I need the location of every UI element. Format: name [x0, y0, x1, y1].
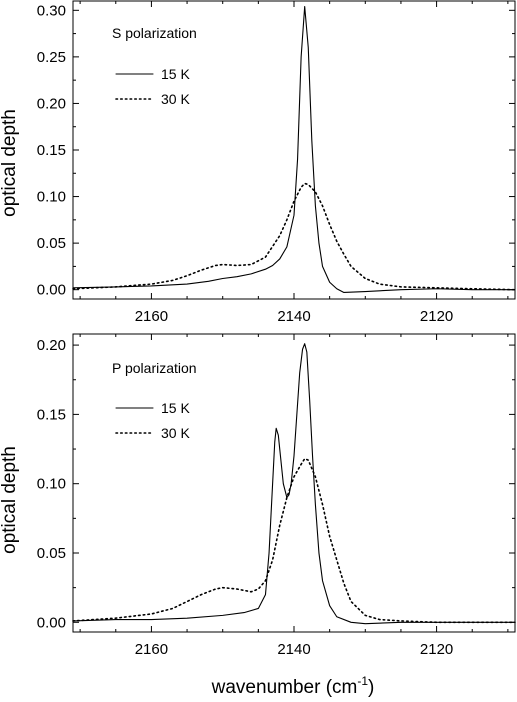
y-axis-title-bottom: optical depth — [0, 446, 20, 554]
y-tick-label: 0.10 — [37, 189, 66, 206]
panel-annotation: S polarization — [112, 25, 197, 41]
y-tick-label: 0.00 — [37, 282, 66, 299]
y-tick-label: 0.00 — [37, 614, 66, 631]
plot-frame — [72, 333, 516, 633]
series-line-15k — [72, 6, 516, 294]
bottom-panel: 0.00 0.05 0.10 0.15 0.20 2160 2140 2120 P polari… — [37, 333, 516, 658]
y-tick-label: 0.05 — [37, 545, 66, 562]
legend-label: 30 K — [161, 425, 190, 441]
x-axis-title: wavenumber (cm-1) — [211, 674, 375, 698]
x-tick-label: 2160 — [135, 641, 168, 658]
y-tick-label: 0.05 — [37, 235, 66, 252]
x-tick-label: 2160 — [135, 308, 168, 325]
y-tick-label: 0.15 — [37, 142, 66, 159]
legend-label: 15 K — [161, 66, 190, 82]
y-tick-label: 0.10 — [37, 476, 66, 493]
plot-frame — [72, 0, 516, 300]
y-axis-title-top: optical depth — [0, 109, 20, 217]
x-tick-label: 2140 — [277, 641, 310, 658]
x-tick-label: 2140 — [277, 308, 310, 325]
legend-label: 15 K — [161, 400, 190, 416]
series-line-15k — [72, 343, 516, 625]
x-tick-label: 2120 — [420, 641, 453, 658]
y-tick-label: 0.20 — [37, 337, 66, 354]
y-tick-label: 0.25 — [37, 49, 66, 66]
y-tick-label: 0.15 — [37, 406, 66, 423]
top-panel: 0.00 0.05 0.10 0.15 0.20 0.25 0.30 2160 2140 2120… — [37, 0, 516, 325]
y-tick-label: 0.20 — [37, 95, 66, 112]
x-tick-label: 2120 — [420, 308, 453, 325]
series-line-30k — [72, 457, 516, 624]
panel-annotation: P polarization — [112, 360, 197, 376]
series-line-30k — [72, 182, 516, 291]
legend-label: 30 K — [161, 91, 190, 107]
y-tick-label: 0.30 — [37, 2, 66, 19]
